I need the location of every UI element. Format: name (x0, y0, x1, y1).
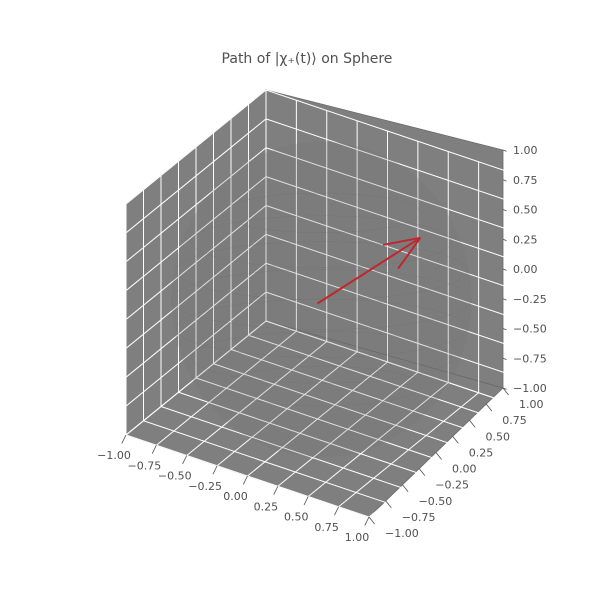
sphere-latitude (222, 192, 421, 233)
y-tick-label: 1.00 (519, 398, 544, 411)
floor-grid-line (248, 334, 492, 418)
z-tick-mark (502, 268, 507, 271)
z-tick-label: 0.75 (513, 174, 538, 187)
axis-ticks: −1.00−0.75−0.50−0.250.000.250.500.751.00… (97, 144, 547, 544)
left-grid-line (125, 147, 267, 263)
y-tick-mark (385, 500, 392, 509)
x-tick-mark (242, 475, 248, 485)
back-grid-line (265, 118, 510, 202)
axis-grid (125, 89, 510, 518)
arrow-head-right (382, 236, 421, 246)
z-tick-mark (502, 387, 507, 390)
z-tick-label: 1.00 (513, 144, 538, 157)
x-tick-mark (273, 486, 279, 495)
left-grid-line (125, 89, 267, 205)
y-tick-label: −0.25 (435, 479, 469, 492)
y-tick-mark (485, 403, 493, 412)
back-grid-line (265, 176, 510, 260)
y-tick-mark (502, 387, 509, 396)
left-grid-line (125, 118, 267, 234)
z-tick-mark (502, 357, 507, 361)
left-grid-line (125, 176, 267, 292)
z-tick-mark (502, 179, 507, 182)
floor-grid-line (338, 392, 479, 508)
x-tick-mark (364, 516, 370, 526)
z-tick-mark (502, 238, 507, 242)
x-tick-mark (303, 496, 309, 506)
y-tick-mark (368, 516, 375, 525)
z-tick-mark (502, 298, 507, 301)
x-tick-label: 0.50 (284, 511, 309, 524)
z-tick-label: −0.50 (513, 323, 547, 336)
x-tick-label: 0.00 (223, 490, 248, 503)
x-tick-label: −1.00 (97, 449, 131, 462)
x-tick-label: −0.75 (128, 459, 162, 472)
x-tick-label: −0.50 (158, 470, 192, 483)
sphere-latitude (176, 241, 467, 300)
z-tick-label: 0.00 (513, 263, 538, 276)
x-tick-mark (182, 455, 188, 465)
y-tick-label: −0.50 (419, 495, 453, 508)
x-tick-label: −0.25 (188, 480, 222, 493)
x-tick-mark (334, 506, 339, 516)
back-grid-line (265, 147, 510, 231)
y-tick-mark (418, 468, 426, 476)
floor-grid-line (213, 363, 457, 447)
sphere-shade (171, 141, 472, 458)
x-tick-mark (212, 465, 218, 475)
z-tick-label: 0.50 (513, 204, 538, 217)
y-tick-label: 0.00 (452, 463, 477, 476)
z-tick-label: −0.75 (513, 352, 547, 365)
sphere-latitude (176, 299, 467, 358)
sphere-surface (171, 141, 472, 458)
floor-grid-line (368, 402, 510, 518)
floor-grid-line (307, 382, 449, 497)
y-tick-mark (469, 420, 476, 428)
x-tick-mark (121, 434, 127, 444)
sphere-latitude (222, 366, 421, 407)
z-tick-mark (502, 328, 507, 331)
floor-grid-line (230, 349, 475, 432)
x-tick-mark (151, 445, 157, 454)
arrow-head-left (397, 237, 422, 270)
z-tick-label: −0.25 (513, 293, 547, 306)
back-grid-line (265, 89, 510, 173)
left-grid-line (125, 205, 267, 320)
y-tick-mark (402, 484, 409, 492)
back-grid-line (265, 205, 510, 288)
y-tick-label: −1.00 (385, 527, 419, 540)
z-tick-mark (502, 149, 507, 152)
arrow-shaft (316, 236, 421, 305)
sphere-latitude (171, 269, 472, 330)
y-tick-mark (452, 436, 459, 444)
sphere-latitude (191, 331, 452, 384)
y-tick-label: −0.75 (402, 511, 436, 524)
chart-title: Path of |χ₊(t)⟩ on Sphere (222, 51, 393, 67)
x-tick-label: 0.75 (314, 521, 339, 534)
state-vector-arrow (316, 236, 422, 305)
z-tick-label: 0.25 (513, 233, 538, 246)
x-tick-label: 0.25 (254, 500, 279, 513)
floor-grid-line (265, 320, 510, 404)
z-tick-mark (502, 209, 507, 212)
y-tick-label: 0.25 (469, 446, 494, 459)
sphere-latitude (191, 215, 452, 268)
x-tick-label: 1.00 (345, 531, 370, 544)
y-tick-label: 0.75 (502, 414, 527, 427)
y-tick-mark (435, 452, 442, 460)
z-tick-label: −1.00 (513, 382, 547, 395)
floor-grid-line (195, 377, 440, 461)
y-tick-label: 0.50 (486, 430, 511, 443)
floor-grid-line (277, 371, 419, 487)
